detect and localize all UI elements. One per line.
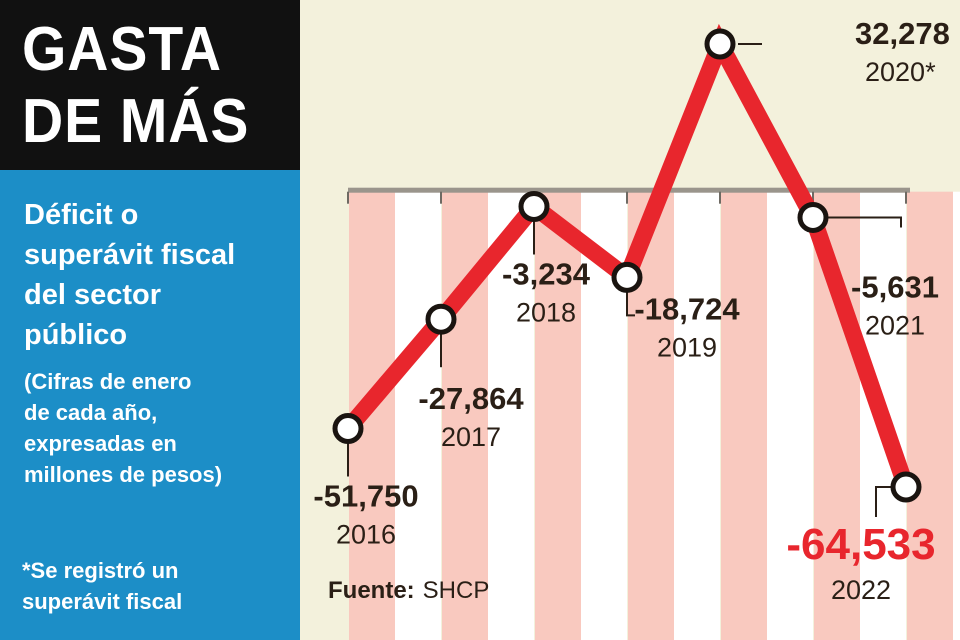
- value-label: -18,724: [634, 291, 740, 326]
- data-point: [797, 201, 829, 233]
- axis-line: [348, 187, 910, 193]
- value-label: -3,234: [502, 257, 591, 292]
- subtitle-line: Déficit o: [24, 199, 139, 231]
- band-pink: [907, 191, 953, 640]
- band-pink: [535, 191, 581, 640]
- page-title: GASTA DE MÁS: [22, 14, 249, 158]
- subtitle-line: superávit fiscal: [24, 239, 236, 271]
- left-panel: GASTA DE MÁS Déficit o superávit fiscal …: [0, 0, 300, 640]
- units-note: (Cifras de enero de cada año, expresadas…: [24, 366, 294, 490]
- leader-line: [813, 216, 902, 228]
- highlight-value-label: -64,533: [786, 520, 935, 569]
- band-white: [488, 191, 534, 640]
- title-line: DE MÁS: [22, 87, 250, 156]
- units-line: de cada año,: [24, 400, 158, 425]
- value-label: -5,631: [851, 269, 939, 304]
- title-box: GASTA DE MÁS: [0, 0, 300, 170]
- band-white: [767, 191, 813, 640]
- band-pink: [721, 191, 767, 640]
- band-white: [953, 191, 960, 640]
- line-chart: -51,750 2016 -27,864 2017 -3,234 2018 -18,724 2…: [300, 0, 960, 640]
- subtitle-line: público: [24, 319, 128, 351]
- subtitle-line: del sector: [24, 279, 161, 311]
- year-label: 2021: [865, 310, 925, 340]
- data-points: [332, 28, 922, 503]
- value-label: -27,864: [418, 381, 524, 416]
- value-label: 32,278: [855, 16, 950, 51]
- band-white: [395, 191, 441, 640]
- band-white: [674, 191, 720, 640]
- year-label: 2016: [336, 520, 396, 550]
- year-label: 2017: [441, 422, 501, 452]
- title-line: GASTA: [22, 15, 223, 84]
- year-label: 2020*: [865, 57, 936, 87]
- units-line: (Cifras de enero: [24, 369, 192, 394]
- data-labels: -51,750 2016 -27,864 2017 -3,234 2018 -18,724 2…: [313, 16, 949, 605]
- chart-subtitle: Déficit o superávit fiscal del sector pú…: [24, 195, 294, 355]
- year-label: 2022: [831, 575, 891, 605]
- data-point: [890, 471, 922, 503]
- footnote-line: superávit fiscal: [22, 589, 183, 614]
- units-line: expresadas en: [24, 431, 177, 456]
- source-value: SHCP: [423, 577, 490, 604]
- footnote-line: *Se registró un: [22, 558, 179, 583]
- data-point: [518, 191, 550, 223]
- footnote: *Se registró un superávit fiscal: [22, 555, 292, 617]
- units-line: millones de pesos): [24, 462, 223, 487]
- data-point: [611, 261, 643, 293]
- year-label: 2018: [516, 298, 576, 328]
- year-label: 2019: [657, 332, 717, 362]
- value-label: -51,750: [313, 479, 418, 514]
- data-point: [425, 303, 457, 335]
- data-point: [332, 413, 364, 445]
- source-note: Fuente: SHCP: [328, 577, 489, 604]
- source-label: Fuente:: [328, 577, 415, 604]
- data-point: [704, 28, 736, 60]
